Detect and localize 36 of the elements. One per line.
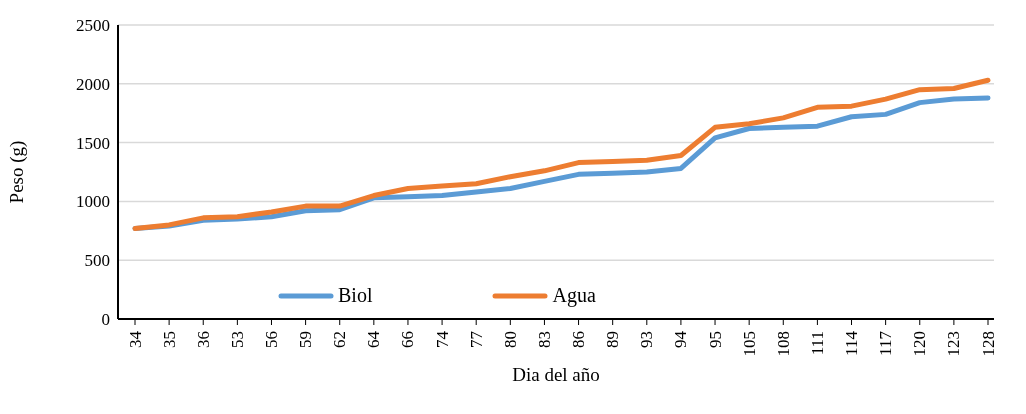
x-tick-label: 108 xyxy=(773,331,793,357)
x-tick-label: 89 xyxy=(603,331,623,348)
x-tick-label: 94 xyxy=(671,330,691,348)
x-tick-label: 62 xyxy=(330,331,350,348)
x-tick-label: 53 xyxy=(227,331,247,348)
x-tick-label: 111 xyxy=(807,331,827,356)
y-tick-label: 1000 xyxy=(76,192,110,212)
x-tick-label: 120 xyxy=(910,331,930,357)
legend-label: Biol xyxy=(338,284,373,307)
x-tick-label: 105 xyxy=(739,331,759,357)
x-tick-label: 114 xyxy=(842,330,862,356)
x-tick-label: 83 xyxy=(534,331,554,348)
y-tick-label: 1500 xyxy=(76,133,110,153)
x-tick-label: 128 xyxy=(978,331,998,357)
x-tick-label: 59 xyxy=(296,331,316,348)
x-tick-label: 117 xyxy=(876,330,896,356)
x-tick-label: 123 xyxy=(944,331,964,357)
x-tick-label: 36 xyxy=(193,331,213,348)
x-tick-label: 95 xyxy=(705,331,725,348)
x-tick-label: 80 xyxy=(500,331,520,348)
x-tick-label: 66 xyxy=(398,331,418,348)
x-tick-label: 35 xyxy=(159,331,179,348)
x-axis-title: Dia del año xyxy=(512,364,600,385)
y-tick-label: 500 xyxy=(84,251,110,271)
y-tick-label: 2000 xyxy=(76,74,110,94)
y-axis-title: Peso (g) xyxy=(5,140,28,204)
x-tick-label: 56 xyxy=(261,331,281,348)
x-tick-label: 93 xyxy=(637,331,657,348)
x-tick-label: 86 xyxy=(569,331,589,348)
x-tick-label: 64 xyxy=(364,330,384,348)
x-tick-label: 77 xyxy=(466,330,486,348)
y-tick-label: 0 xyxy=(101,310,110,330)
x-tick-label: 34 xyxy=(125,330,145,348)
y-tick-label: 2500 xyxy=(76,16,110,36)
legend-label: Agua xyxy=(552,284,596,307)
x-tick-label: 74 xyxy=(432,330,452,348)
